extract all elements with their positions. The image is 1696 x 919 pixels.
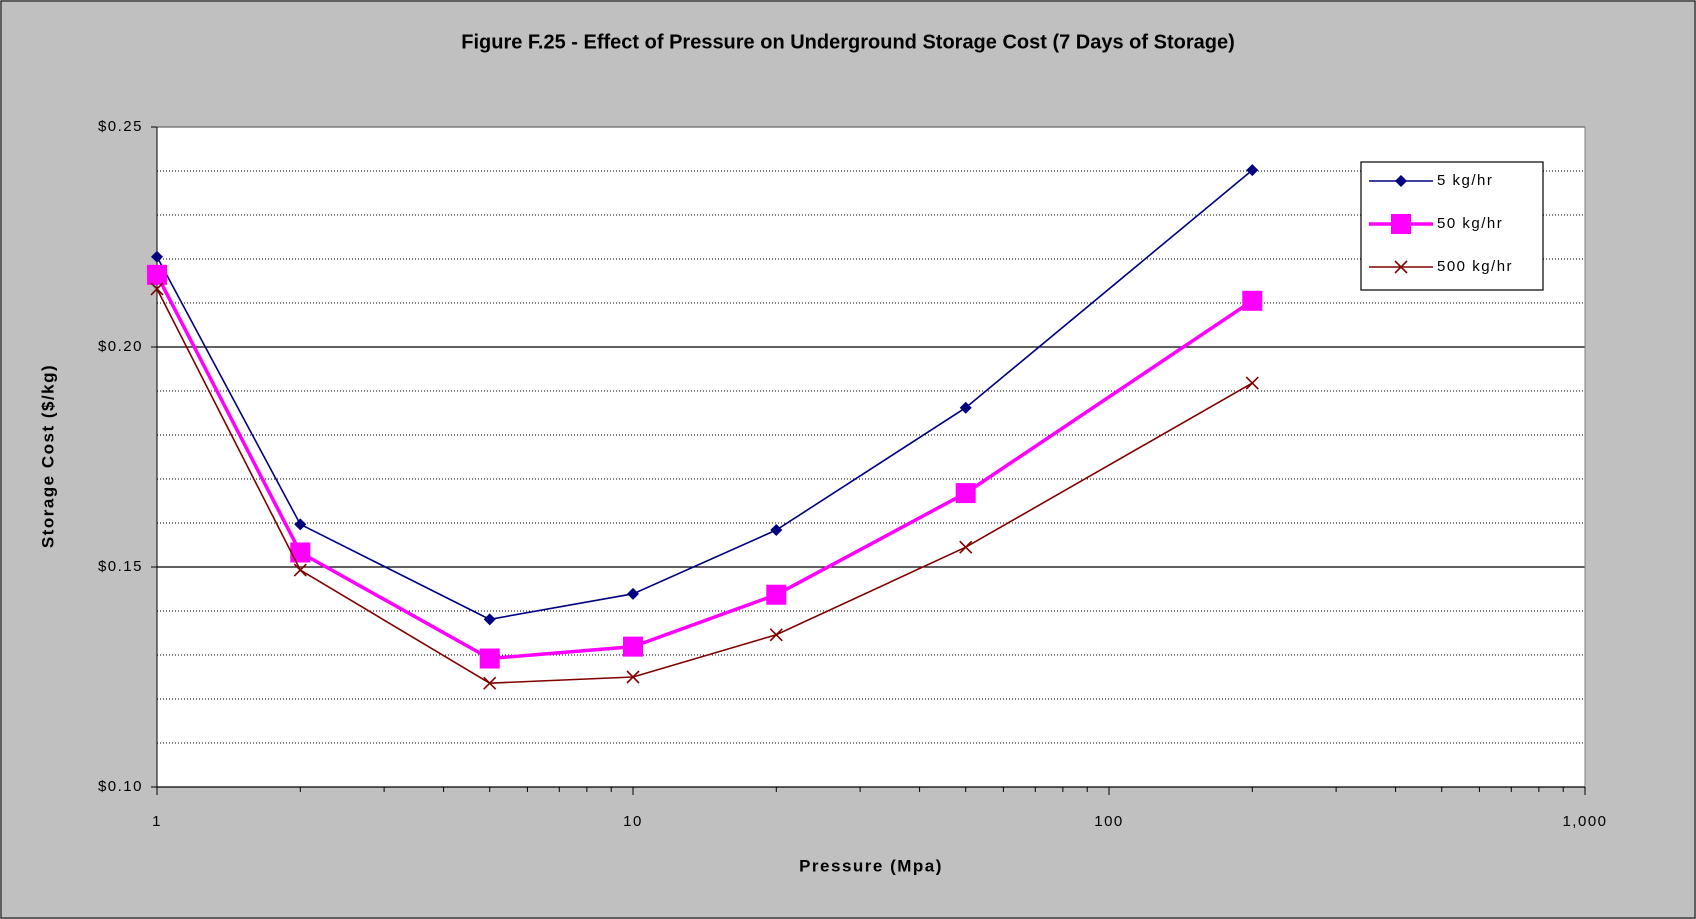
plot-area (157, 127, 1585, 787)
marker (623, 636, 643, 657)
marker (627, 587, 639, 600)
marker (483, 676, 497, 690)
marker (955, 483, 976, 504)
x-tick-label: 1 (152, 813, 162, 830)
marker (770, 524, 783, 537)
marker (1242, 290, 1263, 311)
marker (1245, 376, 1259, 390)
marker (147, 264, 167, 285)
x-tick-label: 100 (1094, 813, 1124, 830)
legend-marker (1391, 214, 1411, 234)
y-tick-label: $0.20 (98, 338, 143, 355)
y-tick-label: $0.15 (98, 558, 143, 575)
marker (151, 250, 163, 263)
y-tick-label: $0.25 (98, 118, 143, 135)
legend-label: 5 kg/hr (1437, 172, 1493, 189)
x-tick-label: 10 (623, 813, 643, 830)
marker (959, 540, 973, 554)
legend: 5 kg/hr 50 kg/hr 500 kg/hr (1360, 161, 1544, 291)
chart-title: Figure F.25 - Effect of Pressure on Unde… (461, 31, 1234, 53)
marker (294, 518, 307, 531)
marker (150, 282, 164, 296)
marker (1246, 164, 1259, 177)
x-tick-label: 1,000 (1562, 813, 1607, 830)
marker (769, 628, 783, 642)
legend-marker (1394, 260, 1408, 274)
marker (626, 670, 640, 684)
marker (293, 563, 307, 577)
y-axis-label: Storage Cost ($/kg) (38, 364, 57, 548)
legend-label: 500 kg/hr (1437, 258, 1513, 275)
marker (479, 648, 500, 669)
legend-marker (1395, 175, 1407, 187)
x-axis-label: Pressure (Mpa) (799, 856, 943, 875)
marker (290, 542, 311, 563)
legend-label: 50 kg/hr (1437, 215, 1503, 232)
marker (483, 613, 496, 626)
marker (959, 401, 972, 414)
y-tick-label: $0.10 (98, 778, 143, 795)
marker (766, 584, 787, 605)
